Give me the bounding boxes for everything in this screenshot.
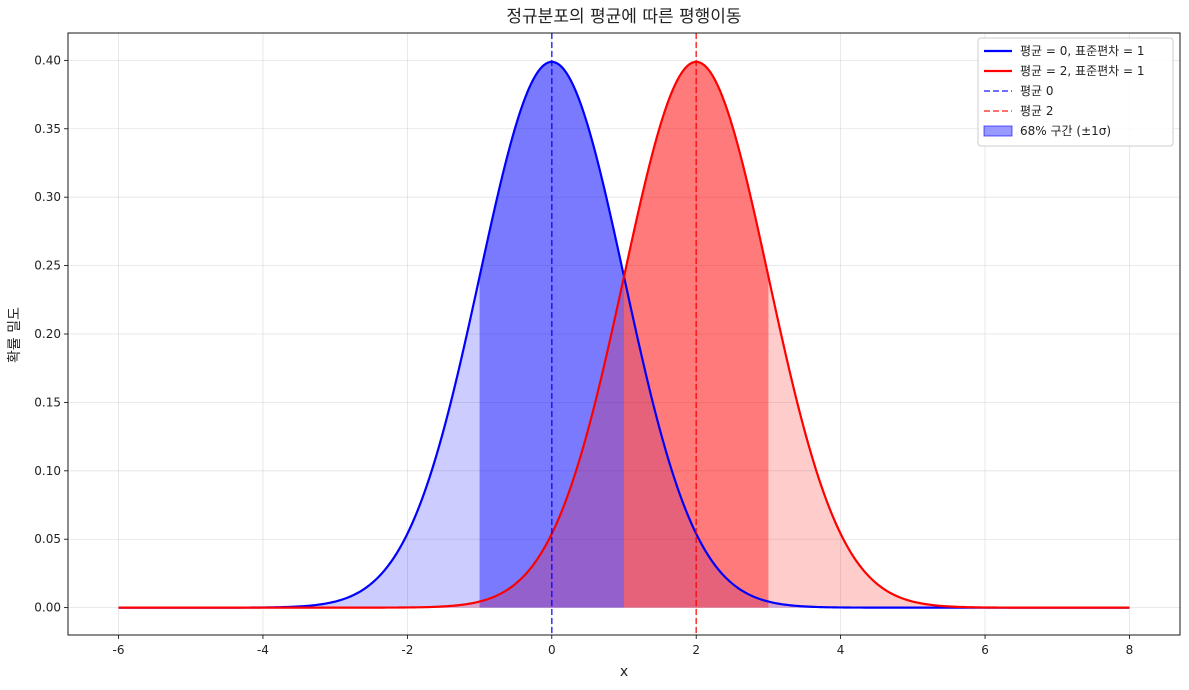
legend-label: 평균 = 0, 표준편차 = 1 [1020, 44, 1145, 58]
x-tick-label: 6 [981, 643, 989, 657]
y-tick-label: 0.10 [34, 464, 61, 478]
legend-label: 68% 구간 (±1σ) [1020, 124, 1111, 138]
x-tick-label: -4 [257, 643, 269, 657]
series-line-1 [118, 60, 1130, 609]
y-tick-label: 0.15 [34, 395, 61, 409]
y-axis-title: 확률 밀도 [7, 307, 23, 363]
legend-label: 평균 = 2, 표준편차 = 1 [1020, 64, 1145, 78]
x-tick-label: 4 [837, 643, 845, 657]
x-tick-label: 0 [548, 643, 556, 657]
y-tick-label: 0.00 [34, 601, 61, 615]
legend: 평균 = 0, 표준편차 = 1 평균 = 2, 표준편차 = 1 평균 0 평균 2… [977, 37, 1174, 147]
y-tick-label: 0.20 [34, 327, 61, 341]
x-axis-title: x [620, 664, 628, 680]
plot-area: -6 -4 -2 0 2 4 6 8 0.00 0.05 0.10 0.15 0.20 0.25 0.30 0… [34, 32, 1181, 657]
legend-swatch [983, 125, 1013, 137]
shaded-area-2 [118, 61, 1130, 608]
legend-label: 평균 2 [1020, 104, 1054, 118]
y-tick-label: 0.30 [34, 190, 61, 204]
y-tick-label: 0.40 [34, 53, 61, 67]
legend-box [977, 37, 1174, 147]
legend-label: 평균 0 [1020, 84, 1054, 98]
y-tick-label: 0.05 [34, 532, 61, 546]
y-tick-label: 0.25 [34, 259, 61, 273]
y-tick-label: 0.35 [34, 122, 61, 136]
shaded-area-0 [118, 61, 1130, 608]
x-tick-label: 8 [1126, 643, 1134, 657]
x-tick-label: 2 [692, 643, 700, 657]
x-tick-label: -6 [113, 643, 125, 657]
x-tick-label: -2 [401, 643, 413, 657]
chart-title: 정규분포의 평균에 따른 평행이동 [506, 7, 741, 27]
